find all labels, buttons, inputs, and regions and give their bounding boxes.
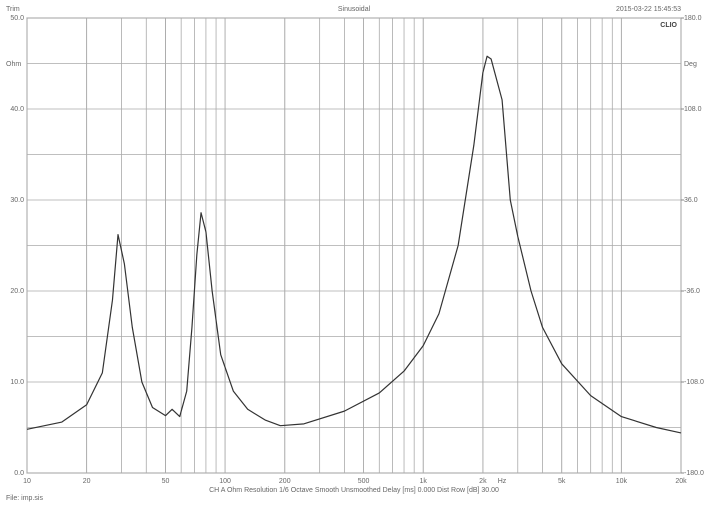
impedance-curve — [26, 55, 682, 434]
info-line: CH A Ohm Resolution 1/6 Octave Smooth Un… — [209, 487, 499, 494]
x-tick-label: 5k — [558, 478, 566, 485]
x-axis-label: Hz — [498, 478, 507, 485]
x-tick-label: 10k — [616, 478, 628, 485]
x-tick-label: 20 — [83, 478, 91, 485]
x-tick-label: 100 — [219, 478, 231, 485]
x-tick-label: 2k — [479, 478, 487, 485]
x-tick-label: 200 — [279, 478, 291, 485]
y2-tick-label: -108.0 — [684, 379, 704, 386]
y-tick-label: 30.0 — [10, 197, 24, 204]
y2-axis-label: Deg — [684, 61, 697, 68]
timestamp: 2015-03-22 15:45:53 — [616, 6, 681, 13]
y-tick-label: 20.0 — [10, 288, 24, 295]
y-tick-label: 50.0 — [10, 15, 24, 22]
y-tick-label: 10.0 — [10, 379, 24, 386]
y2-tick-label: -36.0 — [684, 288, 700, 295]
y2-tick-label: 108.0 — [684, 106, 702, 113]
y2-tick-label: 36.0 — [684, 197, 698, 204]
top-left-label: Trim — [6, 6, 20, 13]
x-tick-label: 20k — [675, 478, 687, 485]
y2-tick-label: 180.0 — [684, 15, 702, 22]
chart-title: Sinusoidal — [338, 6, 371, 13]
x-tick-label: 50 — [162, 478, 170, 485]
y2-tick-label: -180.0 — [684, 470, 704, 477]
brand: CLIO — [660, 22, 677, 29]
x-tick-label: 1k — [420, 478, 428, 485]
y-tick-label: 0.0 — [14, 470, 24, 477]
file-label: File: imp.sis — [6, 495, 43, 502]
x-tick-label: 500 — [358, 478, 370, 485]
y-axis-label: Ohm — [6, 61, 21, 68]
y-tick-label: 40.0 — [10, 106, 24, 113]
x-tick-label: 10 — [23, 478, 31, 485]
